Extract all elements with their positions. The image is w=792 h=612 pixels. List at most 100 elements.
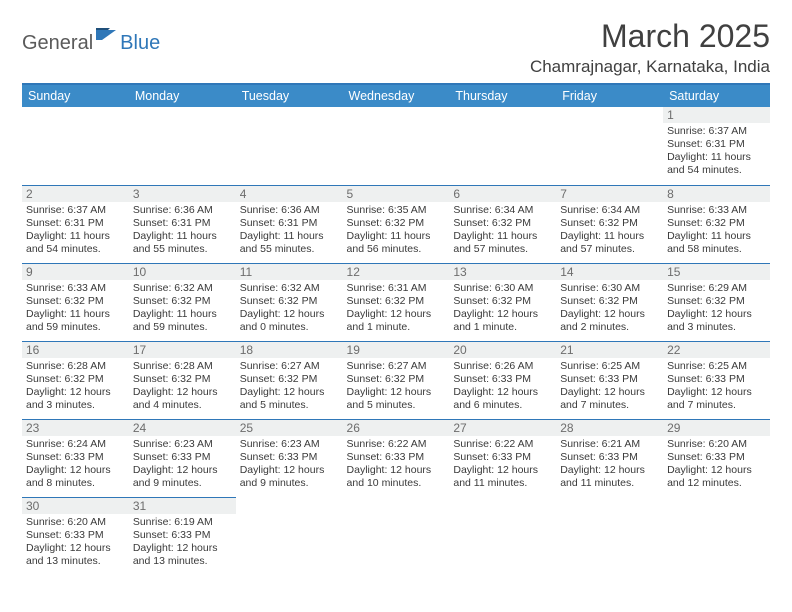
day-details: Sunrise: 6:25 AMSunset: 6:33 PMDaylight:… xyxy=(667,360,766,413)
day-number: 24 xyxy=(129,420,236,436)
weekday-header: Thursday xyxy=(449,85,556,107)
logo: General Blue xyxy=(22,18,160,59)
sunrise-text: Sunrise: 6:33 AM xyxy=(26,282,125,295)
sunrise-text: Sunrise: 6:20 AM xyxy=(26,516,125,529)
day-details: Sunrise: 6:30 AMSunset: 6:32 PMDaylight:… xyxy=(560,282,659,335)
day-number: 19 xyxy=(343,342,450,358)
daylight-text: Daylight: 11 hours and 56 minutes. xyxy=(347,230,446,256)
sunset-text: Sunset: 6:32 PM xyxy=(560,217,659,230)
daylight-text: Daylight: 12 hours and 4 minutes. xyxy=(133,386,232,412)
calendar-day-cell: 15 Sunrise: 6:29 AMSunset: 6:32 PMDayligh… xyxy=(663,263,770,341)
sunrise-text: Sunrise: 6:30 AM xyxy=(560,282,659,295)
sunset-text: Sunset: 6:32 PM xyxy=(133,373,232,386)
sunrise-text: Sunrise: 6:20 AM xyxy=(667,438,766,451)
sunrise-text: Sunrise: 6:26 AM xyxy=(453,360,552,373)
daylight-text: Daylight: 12 hours and 0 minutes. xyxy=(240,308,339,334)
daylight-text: Daylight: 12 hours and 2 minutes. xyxy=(560,308,659,334)
day-number: 2 xyxy=(22,186,129,202)
sunset-text: Sunset: 6:33 PM xyxy=(26,451,125,464)
calendar-day-cell: 11Sunrise: 6:32 AMSunset: 6:32 PMDayligh… xyxy=(236,263,343,341)
sunrise-text: Sunrise: 6:28 AM xyxy=(133,360,232,373)
daylight-text: Daylight: 11 hours and 55 minutes. xyxy=(133,230,232,256)
day-number: 15 xyxy=(663,264,770,280)
sunset-text: Sunset: 6:31 PM xyxy=(240,217,339,230)
day-number: 28 xyxy=(556,420,663,436)
calendar-day-cell xyxy=(663,497,770,575)
day-details: Sunrise: 6:23 AMSunset: 6:33 PMDaylight:… xyxy=(133,438,232,491)
sunrise-text: Sunrise: 6:37 AM xyxy=(26,204,125,217)
daylight-text: Daylight: 11 hours and 59 minutes. xyxy=(26,308,125,334)
day-details: Sunrise: 6:26 AMSunset: 6:33 PMDaylight:… xyxy=(453,360,552,413)
day-details: Sunrise: 6:33 AMSunset: 6:32 PMDaylight:… xyxy=(26,282,125,335)
daylight-text: Daylight: 12 hours and 11 minutes. xyxy=(560,464,659,490)
sunrise-text: Sunrise: 6:36 AM xyxy=(240,204,339,217)
daylight-text: Daylight: 12 hours and 1 minute. xyxy=(453,308,552,334)
calendar-week-row: 2 Sunrise: 6:37 AM Sunset: 6:31 PM Daylight… xyxy=(22,185,770,263)
sunset-text: Sunset: 6:32 PM xyxy=(667,295,766,308)
day-number: 30 xyxy=(22,498,129,514)
sunrise-text: Sunrise: 6:27 AM xyxy=(240,360,339,373)
day-details: Sunrise: 6:23 AMSunset: 6:33 PMDaylight:… xyxy=(240,438,339,491)
day-details: Sunrise: 6:28 AMSunset: 6:32 PMDaylight:… xyxy=(133,360,232,413)
daylight-text: Daylight: 12 hours and 13 minutes. xyxy=(26,542,125,568)
sunset-text: Sunset: 6:33 PM xyxy=(347,451,446,464)
sunrise-text: Sunrise: 6:29 AM xyxy=(667,282,766,295)
calendar-day-cell: 28Sunrise: 6:21 AMSunset: 6:33 PMDayligh… xyxy=(556,419,663,497)
calendar-day-cell: 6Sunrise: 6:34 AMSunset: 6:32 PMDaylight… xyxy=(449,185,556,263)
calendar-day-cell: 29Sunrise: 6:20 AMSunset: 6:33 PMDayligh… xyxy=(663,419,770,497)
sunset-text: Sunset: 6:33 PM xyxy=(667,373,766,386)
sunset-text: Sunset: 6:33 PM xyxy=(667,451,766,464)
day-number: 8 xyxy=(663,186,770,202)
day-details: Sunrise: 6:30 AMSunset: 6:32 PMDaylight:… xyxy=(453,282,552,335)
month-title: March 2025 xyxy=(530,18,770,55)
sunrise-text: Sunrise: 6:34 AM xyxy=(560,204,659,217)
calendar-day-cell: 30Sunrise: 6:20 AMSunset: 6:33 PMDayligh… xyxy=(22,497,129,575)
sunset-text: Sunset: 6:32 PM xyxy=(560,295,659,308)
day-number: 9 xyxy=(22,264,129,280)
daylight-text: Daylight: 11 hours and 54 minutes. xyxy=(26,230,125,256)
sunset-text: Sunset: 6:32 PM xyxy=(240,373,339,386)
calendar-day-cell: 8Sunrise: 6:33 AMSunset: 6:32 PMDaylight… xyxy=(663,185,770,263)
weekday-header: Sunday xyxy=(22,85,129,107)
day-number: 17 xyxy=(129,342,236,358)
daylight-text: Daylight: 12 hours and 12 minutes. xyxy=(667,464,766,490)
sunset-text: Sunset: 6:32 PM xyxy=(453,295,552,308)
day-details: Sunrise: 6:22 AMSunset: 6:33 PMDaylight:… xyxy=(453,438,552,491)
sunrise-text: Sunrise: 6:32 AM xyxy=(133,282,232,295)
calendar-day-cell: 13Sunrise: 6:30 AMSunset: 6:32 PMDayligh… xyxy=(449,263,556,341)
calendar-day-cell xyxy=(556,497,663,575)
day-details: Sunrise: 6:22 AMSunset: 6:33 PMDaylight:… xyxy=(347,438,446,491)
sunset-text: Sunset: 6:33 PM xyxy=(560,373,659,386)
daylight-text: Daylight: 12 hours and 9 minutes. xyxy=(240,464,339,490)
calendar-week-row: 9Sunrise: 6:33 AMSunset: 6:32 PMDaylight… xyxy=(22,263,770,341)
day-details: Sunrise: 6:37 AMSunset: 6:31 PMDaylight:… xyxy=(667,125,766,178)
calendar-day-cell: 10 Sunrise: 6:32 AMSunset: 6:32 PMDayligh… xyxy=(129,263,236,341)
header: General Blue March 2025 Chamrajnagar, Ka… xyxy=(22,18,770,77)
calendar-day-cell: 4Sunrise: 6:36 AMSunset: 6:31 PMDaylight… xyxy=(236,185,343,263)
calendar-day-cell: 20Sunrise: 6:26 AMSunset: 6:33 PMDayligh… xyxy=(449,341,556,419)
calendar-day-cell xyxy=(449,107,556,185)
calendar-day-cell: 1Sunrise: 6:37 AMSunset: 6:31 PMDaylight… xyxy=(663,107,770,185)
sunset-text: Sunset: 6:33 PM xyxy=(240,451,339,464)
day-details: Sunrise: 6:27 AMSunset: 6:32 PMDaylight:… xyxy=(240,360,339,413)
logo-flag-icon xyxy=(96,28,118,47)
daylight-text: Daylight: 12 hours and 13 minutes. xyxy=(133,542,232,568)
sunset-text: Sunset: 6:32 PM xyxy=(667,217,766,230)
sunset-text: Sunset: 6:33 PM xyxy=(453,451,552,464)
day-details: Sunrise: 6:29 AMSunset: 6:32 PMDaylight:… xyxy=(667,282,766,335)
sunset-text: Sunset: 6:32 PM xyxy=(26,373,125,386)
daylight-text: Daylight: 12 hours and 6 minutes. xyxy=(453,386,552,412)
day-details: Sunrise: 6:32 AMSunset: 6:32 PMDaylight:… xyxy=(133,282,232,335)
sunset-text: Sunset: 6:32 PM xyxy=(347,373,446,386)
calendar-day-cell xyxy=(556,107,663,185)
sunrise-text: Sunrise: 6:25 AM xyxy=(560,360,659,373)
day-details: Sunrise: 6:19 AMSunset: 6:33 PMDaylight:… xyxy=(133,516,232,569)
calendar-day-cell: 14Sunrise: 6:30 AMSunset: 6:32 PMDayligh… xyxy=(556,263,663,341)
daylight-text: Daylight: 12 hours and 7 minutes. xyxy=(667,386,766,412)
sunrise-text: Sunrise: 6:31 AM xyxy=(347,282,446,295)
sunrise-text: Sunrise: 6:34 AM xyxy=(453,204,552,217)
calendar-week-row: 1Sunrise: 6:37 AMSunset: 6:31 PMDaylight… xyxy=(22,107,770,185)
day-number: 10 xyxy=(129,264,236,280)
sunrise-text: Sunrise: 6:28 AM xyxy=(26,360,125,373)
daylight-text: Daylight: 11 hours and 54 minutes. xyxy=(667,151,766,177)
